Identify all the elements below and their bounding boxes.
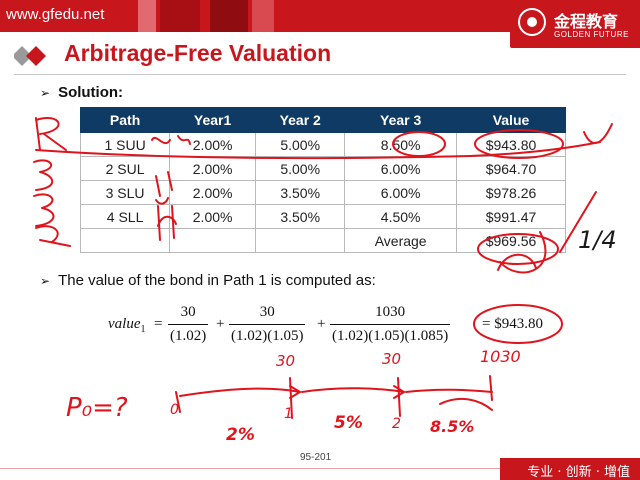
ink-scribble — [33, 193, 55, 227]
cell-rate: 2.00% — [169, 156, 257, 181]
ink-scribble — [35, 225, 71, 247]
col-header-year1: Year1 — [169, 107, 257, 133]
ink-t2: 2 — [392, 416, 401, 432]
ink-t0: 0 — [170, 402, 179, 418]
cell-value: $991.47 — [456, 204, 566, 229]
formula-lhs-var: value — [108, 316, 141, 332]
ink-arrow-curve — [439, 397, 493, 411]
formula-lhs-sub: 1 — [140, 324, 146, 335]
ink-t1: 1 — [284, 406, 293, 422]
logo-text-cn: 金程教育 — [554, 12, 619, 31]
cell-rate: 6.00% — [344, 180, 457, 205]
cell-path: 3 SLU — [79, 180, 171, 205]
cell-value: $964.70 — [456, 156, 566, 181]
footer-slogan: 专业 · 创新 · 增值 — [527, 465, 630, 480]
ink-rate2: 5% — [334, 413, 363, 433]
footer-line — [0, 468, 500, 469]
term2-numerator: 30 — [259, 304, 275, 320]
table-row: 1 SUU 2.00% 5.00% 8.50% $943.80 — [79, 132, 566, 157]
term1-numerator: 30 — [180, 304, 196, 320]
table-row: 2 SUL 2.00% 5.00% 6.00% $964.70 — [79, 156, 566, 181]
cell-empty — [79, 228, 171, 253]
cell-rate: 2.00% — [169, 132, 257, 157]
cell-path: 1 SUU — [79, 132, 171, 157]
logo-text-en: GOLDEN FUTURE — [554, 30, 629, 39]
col-header-year2: Year 2 — [255, 107, 346, 133]
cell-rate: 3.50% — [255, 180, 346, 205]
logo-seal-icon — [518, 8, 546, 36]
cell-path: 2 SUL — [79, 156, 171, 181]
ink-timeline — [175, 387, 301, 413]
cell-empty — [169, 228, 257, 253]
ink-cf1: 30 — [276, 352, 295, 370]
solution-label: Solution: — [58, 84, 124, 101]
cell-rate: 8.50% — [344, 132, 457, 157]
table-row: 4 SLL 2.00% 3.50% 4.50% $991.47 — [79, 204, 566, 229]
cell-rate: 5.00% — [255, 132, 346, 157]
ink-timeline — [301, 387, 405, 393]
page-number: 95-201 — [300, 452, 332, 463]
header-decoration — [210, 0, 248, 32]
average-value: $969.56 — [456, 228, 566, 253]
term3-denominator: (1.02)(1.05)(1.085) — [330, 324, 451, 345]
ink-timeline — [405, 375, 493, 401]
formula-term-1: 30 (1.02) — [168, 304, 209, 345]
cell-value: $943.80 — [456, 132, 566, 157]
formula-term-3: 1030 (1.02)(1.05)(1.085) — [330, 304, 451, 345]
bullet-arrow-icon: ➢ — [40, 86, 51, 100]
cell-empty — [255, 228, 346, 253]
header-decoration — [252, 0, 274, 32]
ink-arrow — [289, 385, 301, 399]
diamond-bullets-icon — [14, 46, 46, 66]
path1-bullet: ➢ The value of the bond in Path 1 is comp… — [40, 272, 376, 289]
table-average-row: Average $969.56 — [79, 228, 566, 253]
bullet-arrow-icon: ➢ — [40, 274, 51, 288]
ink-p0: P₀=? — [66, 393, 128, 423]
term3-numerator: 1030 — [375, 304, 406, 320]
cell-rate: 2.00% — [169, 204, 257, 229]
cell-rate: 6.00% — [344, 156, 457, 181]
average-label: Average — [344, 228, 457, 253]
ink-scribble — [33, 159, 54, 191]
ink-check — [583, 123, 613, 144]
ink-tick — [397, 377, 401, 417]
table-header-row: Path Year1 Year 2 Year 3 Value — [79, 107, 566, 133]
solution-bullet: ➢ Solution: — [40, 84, 123, 101]
col-header-year3: Year 3 — [344, 107, 457, 133]
ink-cf2: 30 — [382, 350, 401, 368]
formula-plus: + — [317, 316, 326, 332]
path-valuation-table: Path Year1 Year 2 Year 3 Value 1 SUU 2.0… — [79, 107, 566, 253]
ink-rate3: 8.5% — [430, 417, 474, 436]
term2-denominator: (1.02)(1.05) — [229, 324, 306, 345]
formula-plus: + — [216, 316, 225, 332]
path1-bullet-text: The value of the bond in Path 1 is compu… — [58, 272, 376, 289]
cell-rate: 2.00% — [169, 180, 257, 205]
site-url[interactable]: www.gfedu.net — [6, 6, 105, 23]
formula-lhs: value1 — [108, 316, 145, 335]
cell-value: $978.26 — [456, 180, 566, 205]
formula-equals: = — [154, 316, 163, 332]
ink-scribble — [35, 117, 67, 151]
col-header-value: Value — [456, 107, 566, 133]
ink-rate1: 2% — [226, 425, 255, 445]
cell-rate: 4.50% — [344, 204, 457, 229]
title-divider — [14, 74, 626, 75]
col-header-path: Path — [79, 107, 171, 133]
brand-logo: 金程教育 GOLDEN FUTURE — [510, 0, 640, 48]
ink-quarter: 1/4 — [578, 226, 617, 254]
formula-result: = $943.80 — [482, 316, 543, 332]
header-decoration — [138, 0, 156, 32]
header-decoration — [160, 0, 200, 32]
footer-bar: 专业 · 创新 · 增值 — [500, 458, 640, 480]
slide-title: Arbitrage-Free Valuation — [64, 40, 332, 66]
cell-rate: 5.00% — [255, 156, 346, 181]
ink-arrow — [393, 385, 405, 399]
term1-denominator: (1.02) — [168, 324, 209, 345]
cell-rate: 3.50% — [255, 204, 346, 229]
table-row: 3 SLU 2.00% 3.50% 6.00% $978.26 — [79, 180, 566, 205]
ink-cf3: 1030 — [480, 347, 521, 366]
cell-path: 4 SLL — [79, 204, 171, 229]
ink-tick — [289, 377, 293, 419]
formula-term-2: 30 (1.02)(1.05) — [229, 304, 306, 345]
